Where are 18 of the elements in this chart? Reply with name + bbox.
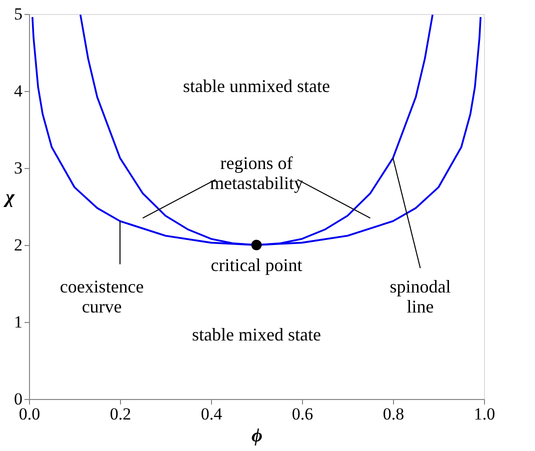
- annotation: coexistence curve: [60, 276, 144, 316]
- annotation: stable unmixed state: [183, 76, 330, 96]
- x-axis-title: ϕ: [252, 426, 262, 446]
- x-tick-label: 0.2: [110, 404, 132, 424]
- y-tick-label: 4: [14, 82, 23, 100]
- x-tick-label: 0.8: [382, 404, 404, 424]
- annotation: critical point: [210, 255, 302, 276]
- y-tick-label: 1: [14, 312, 22, 332]
- y-tick-label: 5: [14, 4, 22, 24]
- x-tick-label: 0.6: [292, 404, 314, 424]
- annotation: spinodal line: [390, 276, 451, 316]
- annotation: stable mixed state: [192, 324, 321, 344]
- y-axis-title: χ: [2, 187, 16, 208]
- x-tick-label: 1.0: [474, 404, 496, 424]
- y-tick-label: 2: [14, 236, 22, 254]
- y-tick-label: 3: [14, 158, 22, 178]
- annotation: regions of metastability: [210, 153, 303, 194]
- x-tick-label: 0.4: [200, 404, 223, 424]
